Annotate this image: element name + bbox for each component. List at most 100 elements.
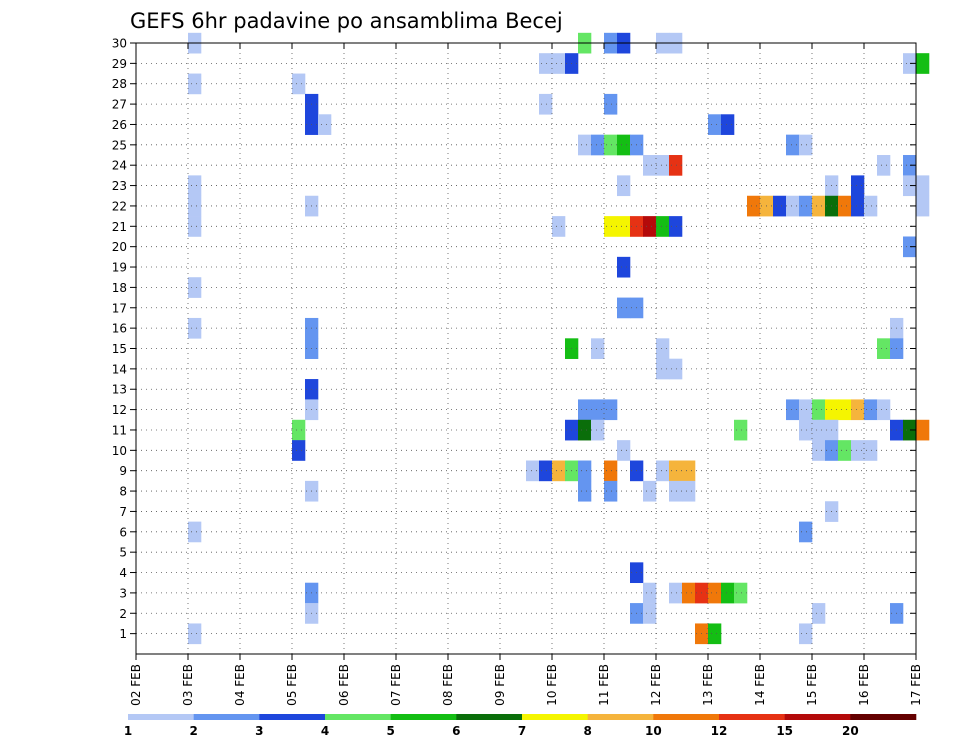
colorbar-swatch (456, 714, 523, 720)
heatmap-cell (838, 440, 852, 461)
heatmap-cell (578, 480, 592, 502)
y-tick-label: 2 (119, 607, 127, 621)
colorbar-swatch (653, 714, 720, 720)
x-tick-label: 09 FEB (493, 664, 507, 706)
heatmap-cells (188, 32, 930, 645)
heatmap-cell (916, 175, 930, 197)
chart-title: GEFS 6hr padavine po ansamblima Becej (130, 9, 563, 33)
heatmap-cell (578, 134, 592, 156)
heatmap-cell (188, 623, 202, 645)
heatmap-cell (786, 195, 800, 217)
heatmap-cell (682, 460, 696, 482)
heatmap-cell (552, 216, 566, 237)
heatmap-cell (591, 338, 605, 359)
heatmap-cell (292, 419, 306, 441)
heatmap-cell (617, 297, 631, 319)
heatmap-cell (864, 195, 878, 217)
heatmap-cell (578, 399, 592, 421)
heatmap-cell (799, 399, 813, 421)
heatmap-cell (669, 460, 683, 482)
heatmap-cell (539, 53, 553, 74)
y-tick-label: 23 (112, 179, 127, 193)
colorbar-label: 6 (452, 724, 460, 738)
x-tick-label: 03 FEB (181, 664, 195, 706)
colorbar-swatch (587, 714, 654, 720)
colorbar-label: 2 (189, 724, 197, 738)
heatmap-cell (851, 440, 865, 461)
y-tick-label: 16 (112, 322, 127, 336)
y-tick-label: 7 (119, 505, 127, 519)
y-tick-label: 29 (112, 57, 127, 71)
heatmap-cell (799, 419, 813, 441)
heatmap-cell (604, 93, 618, 115)
heatmap-cell (812, 419, 826, 441)
heatmap-cell (708, 623, 722, 645)
heatmap-cell (643, 155, 657, 176)
y-tick-label: 14 (112, 362, 127, 376)
colorbar-swatch (325, 714, 391, 720)
y-tick-label: 12 (112, 403, 127, 417)
y-tick-label: 5 (119, 546, 127, 560)
heatmap-cell (643, 582, 657, 604)
heatmap-cell (682, 582, 696, 604)
colorbar-swatch (390, 714, 457, 720)
x-tick-label: 13 FEB (701, 664, 715, 706)
heatmap-cell (552, 460, 566, 482)
colorbar-label: 8 (583, 724, 591, 738)
y-tick-label: 24 (112, 159, 127, 173)
colorbar-swatch (522, 714, 588, 720)
y-tick-label: 17 (112, 301, 127, 315)
heatmap-cell (851, 175, 865, 197)
heatmap-cell (604, 460, 618, 482)
y-tick-label: 26 (112, 118, 127, 132)
x-tick-label: 17 FEB (909, 664, 923, 706)
heatmap-cell (669, 582, 683, 604)
heatmap-cell (617, 256, 631, 278)
heatmap-cell (604, 399, 618, 421)
x-tick-label: 14 FEB (753, 664, 767, 706)
x-tick-label: 04 FEB (233, 664, 247, 706)
y-tick-label: 3 (119, 586, 127, 600)
heatmap-cell (708, 582, 722, 604)
y-tick-label: 9 (119, 464, 127, 478)
heatmap-cell (318, 114, 332, 135)
x-tick-label: 10 FEB (545, 664, 559, 706)
heatmap-cell (877, 399, 891, 421)
heatmap-cell (812, 195, 826, 217)
heatmap-cell (656, 358, 670, 380)
heatmap-cell (721, 582, 735, 604)
heatmap-cell (669, 155, 683, 176)
heatmap-cell (539, 460, 553, 482)
heatmap-cell (591, 134, 605, 156)
heatmap-cell (916, 419, 930, 441)
heatmap-cell (617, 134, 631, 156)
colorbar-swatch (784, 714, 851, 720)
heatmap-cell (903, 53, 917, 74)
heatmap-cell (604, 134, 618, 156)
y-tick-label: 18 (112, 281, 127, 295)
heatmap-cell (578, 460, 592, 482)
y-tick-label: 15 (112, 342, 127, 356)
heatmap-cell (877, 155, 891, 176)
heatmap-cell (903, 419, 917, 441)
heatmap-cell (864, 399, 878, 421)
heatmap-cell (799, 134, 813, 156)
heatmap-cell (721, 114, 735, 135)
heatmap-cell (669, 480, 683, 502)
heatmap-cell (786, 399, 800, 421)
heatmap-cell (786, 134, 800, 156)
colorbar-label: 20 (842, 724, 859, 738)
heatmap-cell (188, 175, 202, 197)
y-tick-label: 22 (112, 199, 127, 213)
y-tick-label: 10 (112, 444, 127, 458)
colorbar-label: 3 (255, 724, 263, 738)
heatmap-cell (838, 399, 852, 421)
heatmap-cell (656, 338, 670, 359)
heatmap-cell (578, 419, 592, 441)
y-axis-ticks: 1234567891011121314151617181920212223242… (112, 37, 916, 641)
heatmap-cell (734, 582, 748, 604)
heatmap-cell (604, 480, 618, 502)
heatmap-cell (799, 195, 813, 217)
y-tick-label: 28 (112, 77, 127, 91)
